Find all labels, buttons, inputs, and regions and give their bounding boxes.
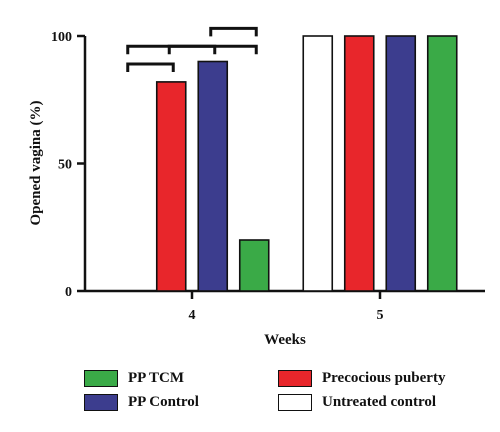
bar-pp-control-week-4 bbox=[197, 60, 229, 292]
y-axis: 0 50 100 bbox=[51, 30, 87, 300]
significance-bracket bbox=[209, 26, 258, 37]
bar-untreated-control-week-5 bbox=[302, 35, 334, 292]
significance-bracket bbox=[126, 62, 175, 73]
x-tick-label: 4 bbox=[189, 308, 196, 323]
bars bbox=[155, 35, 458, 292]
significance-brackets bbox=[126, 26, 258, 73]
x-axis-label: Weeks bbox=[264, 332, 306, 348]
y-axis-label: Opened vagina (%) bbox=[28, 100, 44, 225]
bar-precocious-puberty-week-4 bbox=[155, 81, 187, 292]
y-tick-label: 50 bbox=[58, 158, 72, 173]
x-tick-label: 5 bbox=[377, 308, 384, 323]
bar-pp-tcm-week-4 bbox=[238, 239, 270, 292]
y-tick-label: 0 bbox=[65, 285, 72, 300]
bar-pp-control-week-5 bbox=[385, 35, 417, 292]
y-tick-label: 100 bbox=[51, 30, 72, 45]
bar-pp-tcm-week-5 bbox=[426, 35, 458, 292]
bar-precocious-puberty-week-5 bbox=[343, 35, 375, 292]
significance-bracket bbox=[167, 44, 258, 55]
